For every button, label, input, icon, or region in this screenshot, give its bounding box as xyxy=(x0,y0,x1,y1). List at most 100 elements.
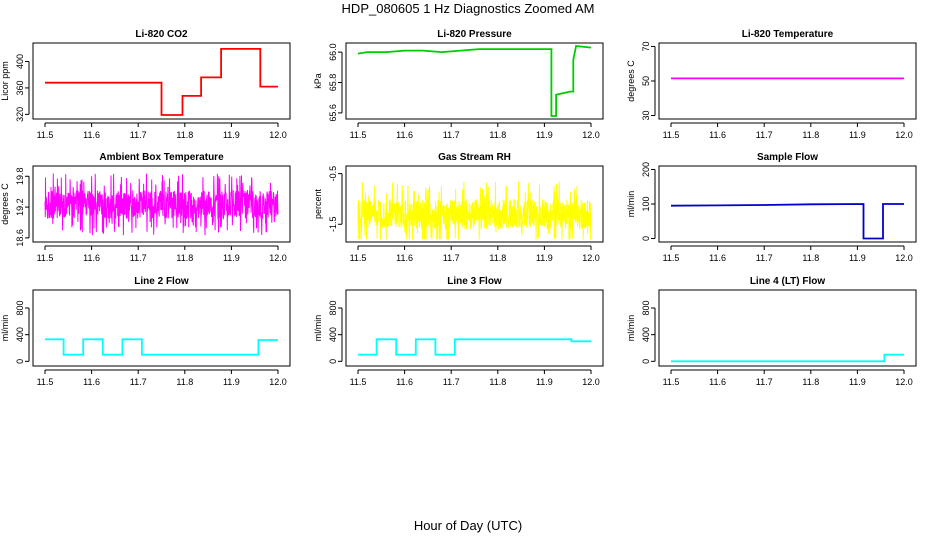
panel-title-ambient-box-temperature: Ambient Box Temperature xyxy=(99,152,224,163)
x-tick-label-gas-stream-rh: 11.6 xyxy=(396,253,413,263)
y-axis-label-line-3-flow: ml/min xyxy=(313,315,323,342)
y-tick-label-ambient-box-temperature: 18.6 xyxy=(15,229,25,247)
plot-frame-gas-stream-rh xyxy=(345,165,604,243)
plot-frame-line-3-flow xyxy=(345,289,604,367)
y-tick-label-sample-flow: 200 xyxy=(641,162,651,177)
y-tick-label-li-820-temperature: 70 xyxy=(641,41,651,51)
y-tick-label-line-4-lt-flow: 0 xyxy=(641,359,651,364)
x-tick-label-line-4-lt-flow: 11.9 xyxy=(849,377,866,387)
panel-title-li-820-pressure: Li-820 Pressure xyxy=(437,29,512,40)
y-tick-label-li-820-pressure: 65.8 xyxy=(328,74,338,92)
x-tick-label-gas-stream-rh: 11.9 xyxy=(536,253,553,263)
plot-frame-ambient-box-temperature xyxy=(32,165,291,243)
y-tick-label-li-820-co2: 320 xyxy=(15,107,25,122)
panel-title-line-2-flow: Line 2 Flow xyxy=(134,276,189,287)
y-axis-label-li-820-co2: Licor ppm xyxy=(0,61,10,101)
y-tick-label-ambient-box-temperature: 19.8 xyxy=(15,168,25,186)
y-tick-label-gas-stream-rh: -1.5 xyxy=(328,217,338,233)
y-tick-label-line-3-flow: 0 xyxy=(328,359,338,364)
x-tick-label-gas-stream-rh: 11.5 xyxy=(350,253,367,263)
x-tick-label-li-820-co2: 11.9 xyxy=(223,130,240,140)
panel-ambient-box-temperature: Ambient Box Temperature degrees C 11.5 11.6… xyxy=(0,152,291,263)
y-tick-label-line-2-flow: 0 xyxy=(15,359,25,364)
y-tick-label-li-820-co2: 360 xyxy=(15,80,25,95)
y-axis-label-ambient-box-temperature: degrees C xyxy=(0,183,10,225)
plot-frame-sample-flow xyxy=(658,165,917,243)
series-line-li-820-pressure xyxy=(357,45,592,117)
panel-gas-stream-rh: Gas Stream RH percent 11.5 11.6 11.7 11.8 11.9… xyxy=(313,152,604,263)
x-tick-label-ambient-box-temperature: 11.9 xyxy=(223,253,240,263)
figure-title: HDP_080605 1 Hz Diagnostics Zoomed AM xyxy=(341,1,595,16)
panel-title-li-820-temperature: Li-820 Temperature xyxy=(742,29,834,40)
y-tick-label-line-2-flow: 800 xyxy=(15,300,25,315)
x-tick-label-line-2-flow: 12.0 xyxy=(269,377,287,387)
x-tick-label-line-3-flow: 11.8 xyxy=(489,377,506,387)
x-tick-label-li-820-temperature: 11.6 xyxy=(709,130,726,140)
y-axis-label-sample-flow: ml/min xyxy=(626,191,636,218)
x-tick-label-li-820-temperature: 12.0 xyxy=(895,130,913,140)
y-axis-label-line-4-lt-flow: ml/min xyxy=(626,315,636,342)
series-line-line-2-flow xyxy=(45,338,278,356)
y-tick-label-li-820-temperature: 30 xyxy=(641,111,651,121)
x-tick-label-line-2-flow: 11.5 xyxy=(37,377,54,387)
y-tick-label-line-2-flow: 400 xyxy=(15,327,25,342)
x-tick-label-ambient-box-temperature: 11.8 xyxy=(176,253,193,263)
x-tick-label-li-820-pressure: 11.7 xyxy=(443,130,460,140)
panel-line-3-flow: Line 3 Flow ml/min 11.5 11.6 11.7 11.8 11.9 12.… xyxy=(313,276,604,387)
plot-frame-li-820-co2 xyxy=(32,42,291,120)
panel-li-820-temperature: Li-820 Temperature degrees C 11.5 11.6 11.7 1… xyxy=(626,29,917,140)
y-tick-label-sample-flow: 0 xyxy=(641,236,651,241)
y-axis-label-line-2-flow: ml/min xyxy=(0,315,10,342)
panel-li-820-pressure: Li-820 Pressure kPa 11.5 11.6 11.7 11.8 11.9 12… xyxy=(313,29,604,140)
x-tick-label-li-820-co2: 11.5 xyxy=(37,130,54,140)
x-tick-label-sample-flow: 11.7 xyxy=(756,253,773,263)
x-tick-label-li-820-pressure: 11.9 xyxy=(536,130,553,140)
x-tick-label-ambient-box-temperature: 11.7 xyxy=(130,253,147,263)
x-tick-label-li-820-pressure: 11.6 xyxy=(396,130,413,140)
y-tick-label-li-820-pressure: 66.0 xyxy=(328,43,338,61)
x-tick-label-li-820-co2: 11.8 xyxy=(176,130,193,140)
x-tick-label-line-4-lt-flow: 11.7 xyxy=(756,377,773,387)
x-tick-label-line-2-flow: 11.8 xyxy=(176,377,193,387)
y-tick-label-line-4-lt-flow: 800 xyxy=(641,300,651,315)
series-line-li-820-co2 xyxy=(45,48,278,116)
series-line-ambient-box-temperature xyxy=(44,173,279,236)
x-tick-label-li-820-co2: 11.6 xyxy=(83,130,100,140)
x-tick-label-sample-flow: 11.9 xyxy=(849,253,866,263)
panel-title-line-4-lt-flow: Line 4 (LT) Flow xyxy=(750,276,826,287)
series-line-sample-flow xyxy=(670,203,904,240)
series-line-line-4-lt-flow xyxy=(671,353,904,363)
panel-title-gas-stream-rh: Gas Stream RH xyxy=(438,152,511,163)
x-axis-title: Hour of Day (UTC) xyxy=(413,518,523,533)
panel-li-820-co2: Li-820 CO2 Licor ppm 11.5 11.6 11.7 11.8 11.9 1… xyxy=(0,29,291,140)
x-tick-label-li-820-pressure: 11.8 xyxy=(489,130,506,140)
y-tick-label-gas-stream-rh: -0.5 xyxy=(328,166,338,182)
y-axis-label-li-820-pressure: kPa xyxy=(313,73,323,89)
x-tick-label-li-820-co2: 12.0 xyxy=(269,130,287,140)
x-tick-label-sample-flow: 11.6 xyxy=(709,253,726,263)
panel-title-li-820-co2: Li-820 CO2 xyxy=(135,29,188,40)
x-tick-label-sample-flow: 11.5 xyxy=(663,253,680,263)
panel-title-sample-flow: Sample Flow xyxy=(757,152,818,163)
x-tick-label-li-820-pressure: 12.0 xyxy=(582,130,600,140)
x-tick-label-line-3-flow: 11.7 xyxy=(443,377,460,387)
y-tick-label-line-4-lt-flow: 400 xyxy=(641,327,651,342)
x-tick-label-ambient-box-temperature: 11.6 xyxy=(83,253,100,263)
y-tick-label-line-3-flow: 400 xyxy=(328,327,338,342)
y-axis-label-li-820-temperature: degrees C xyxy=(626,60,636,102)
plot-frame-line-4-lt-flow xyxy=(658,289,917,367)
panel-line-2-flow: Line 2 Flow ml/min 11.5 11.6 11.7 11.8 11.9 12.… xyxy=(0,276,291,387)
x-tick-label-ambient-box-temperature: 12.0 xyxy=(269,253,287,263)
x-tick-label-line-2-flow: 11.7 xyxy=(130,377,147,387)
x-tick-label-line-4-lt-flow: 11.5 xyxy=(663,377,680,387)
series-line-gas-stream-rh xyxy=(357,181,592,241)
y-tick-label-li-820-co2: 400 xyxy=(15,54,25,69)
x-tick-label-line-3-flow: 11.5 xyxy=(350,377,367,387)
x-tick-label-gas-stream-rh: 12.0 xyxy=(582,253,600,263)
x-tick-label-li-820-temperature: 11.9 xyxy=(849,130,866,140)
series-line-line-3-flow xyxy=(358,338,591,356)
x-tick-label-gas-stream-rh: 11.7 xyxy=(443,253,460,263)
x-tick-label-line-3-flow: 12.0 xyxy=(582,377,600,387)
panel-title-line-3-flow: Line 3 Flow xyxy=(447,276,502,287)
